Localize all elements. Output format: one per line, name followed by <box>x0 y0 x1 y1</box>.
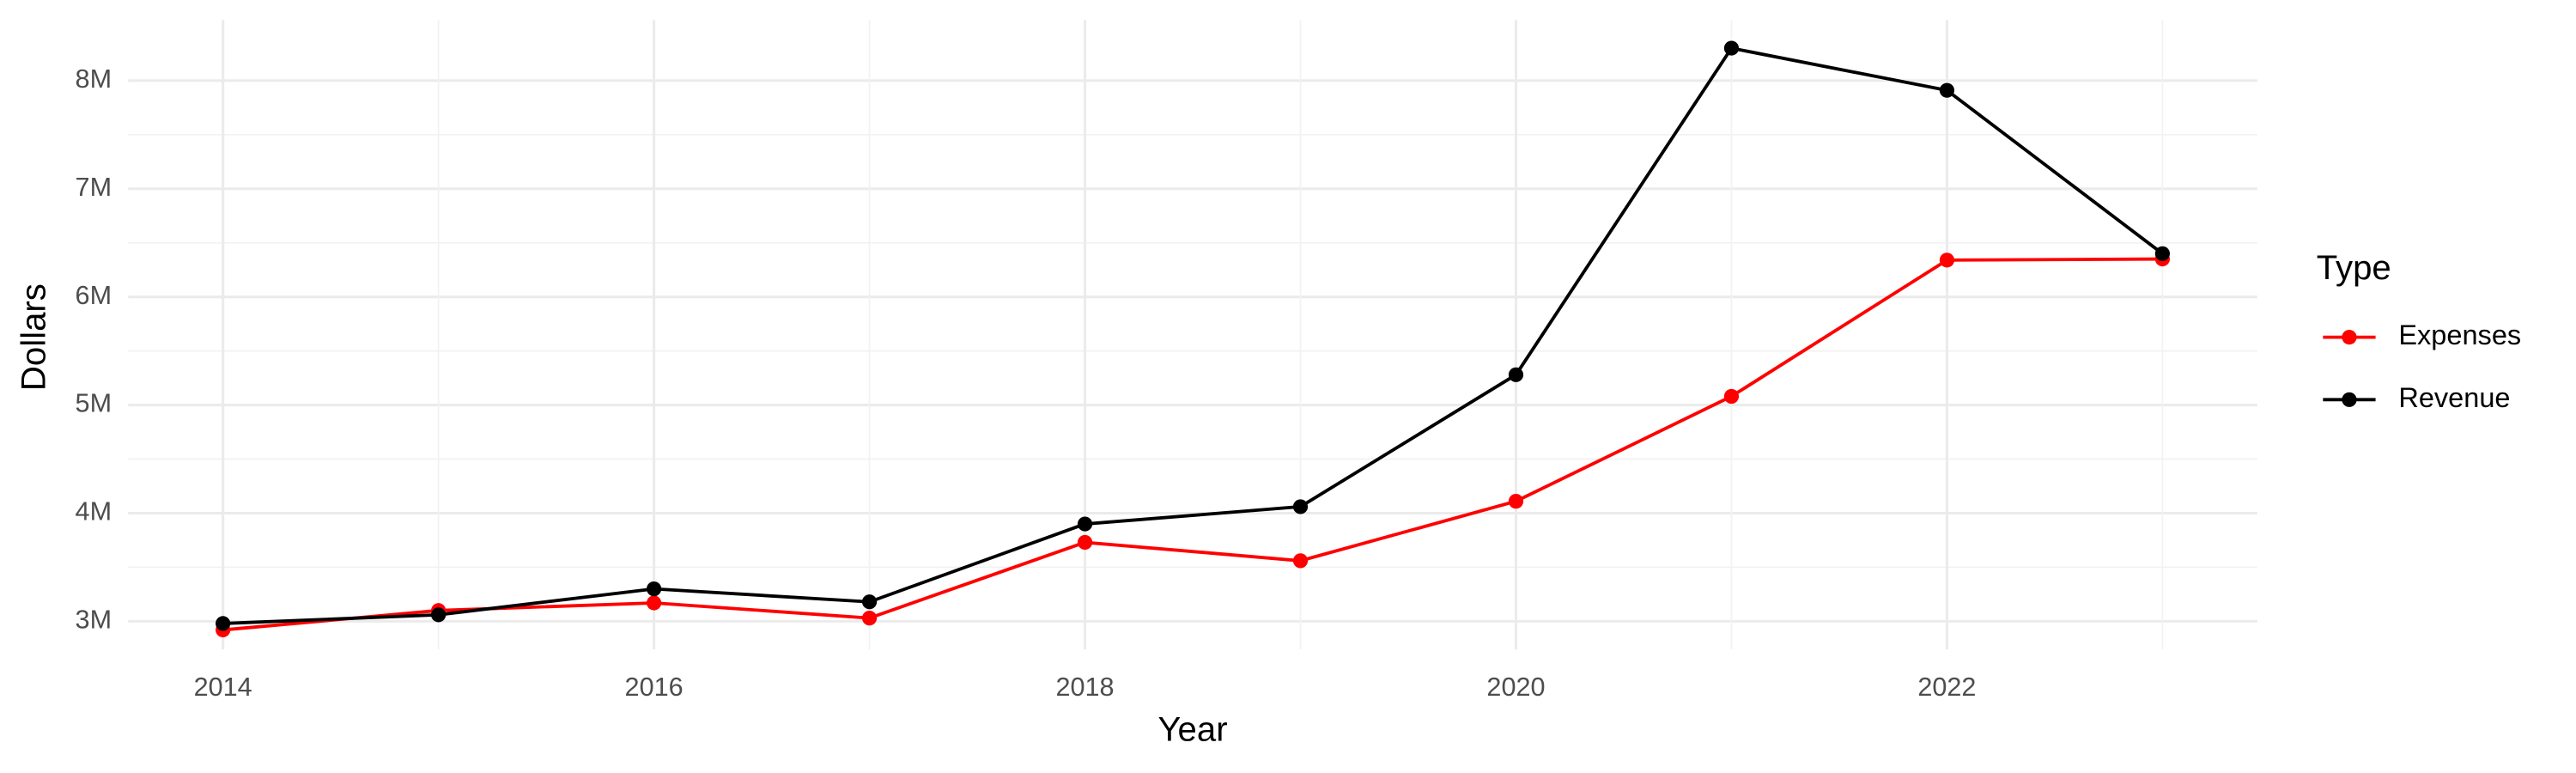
data-point <box>1077 534 1093 551</box>
x-tick-label: 2020 <box>1486 673 1545 702</box>
y-tick-label: 5M <box>76 389 112 418</box>
y-tick-label: 3M <box>76 605 112 634</box>
data-point <box>2154 246 2171 261</box>
data-point <box>1508 367 1524 382</box>
legend-swatch-point <box>2342 329 2357 345</box>
series-line <box>222 46 2164 625</box>
y-tick-label: 6M <box>76 281 112 310</box>
data-point <box>1723 388 1740 405</box>
data-point <box>1939 253 1955 268</box>
data-point <box>1077 516 1093 532</box>
data-point <box>1508 494 1524 509</box>
data-point <box>1939 82 1955 98</box>
series-line <box>222 257 2163 632</box>
x-axis-title: Year <box>1157 709 1227 748</box>
data-point <box>1723 40 1740 56</box>
legend-swatch-point <box>2342 392 2357 407</box>
y-tick-label: 7M <box>76 173 112 202</box>
x-tick-label: 2022 <box>1917 673 1976 702</box>
data-point <box>646 581 662 597</box>
data-point <box>431 607 447 623</box>
data-point <box>861 594 878 610</box>
y-tick-label: 4M <box>76 497 112 526</box>
x-tick-label: 2018 <box>1055 673 1114 702</box>
data-point <box>216 616 231 631</box>
y-tick-label: 8M <box>76 64 112 94</box>
legend-title: Type <box>2317 248 2391 287</box>
x-tick-label: 2016 <box>625 673 683 702</box>
x-tick-label: 2014 <box>194 673 252 702</box>
legend-label: Revenue <box>2398 382 2510 413</box>
data-point <box>646 595 662 611</box>
data-point <box>861 610 878 626</box>
y-axis-title: Dollars <box>15 283 53 391</box>
data-point <box>1292 553 1309 569</box>
legend-label: Expenses <box>2398 320 2521 350</box>
data-point <box>1292 499 1309 514</box>
